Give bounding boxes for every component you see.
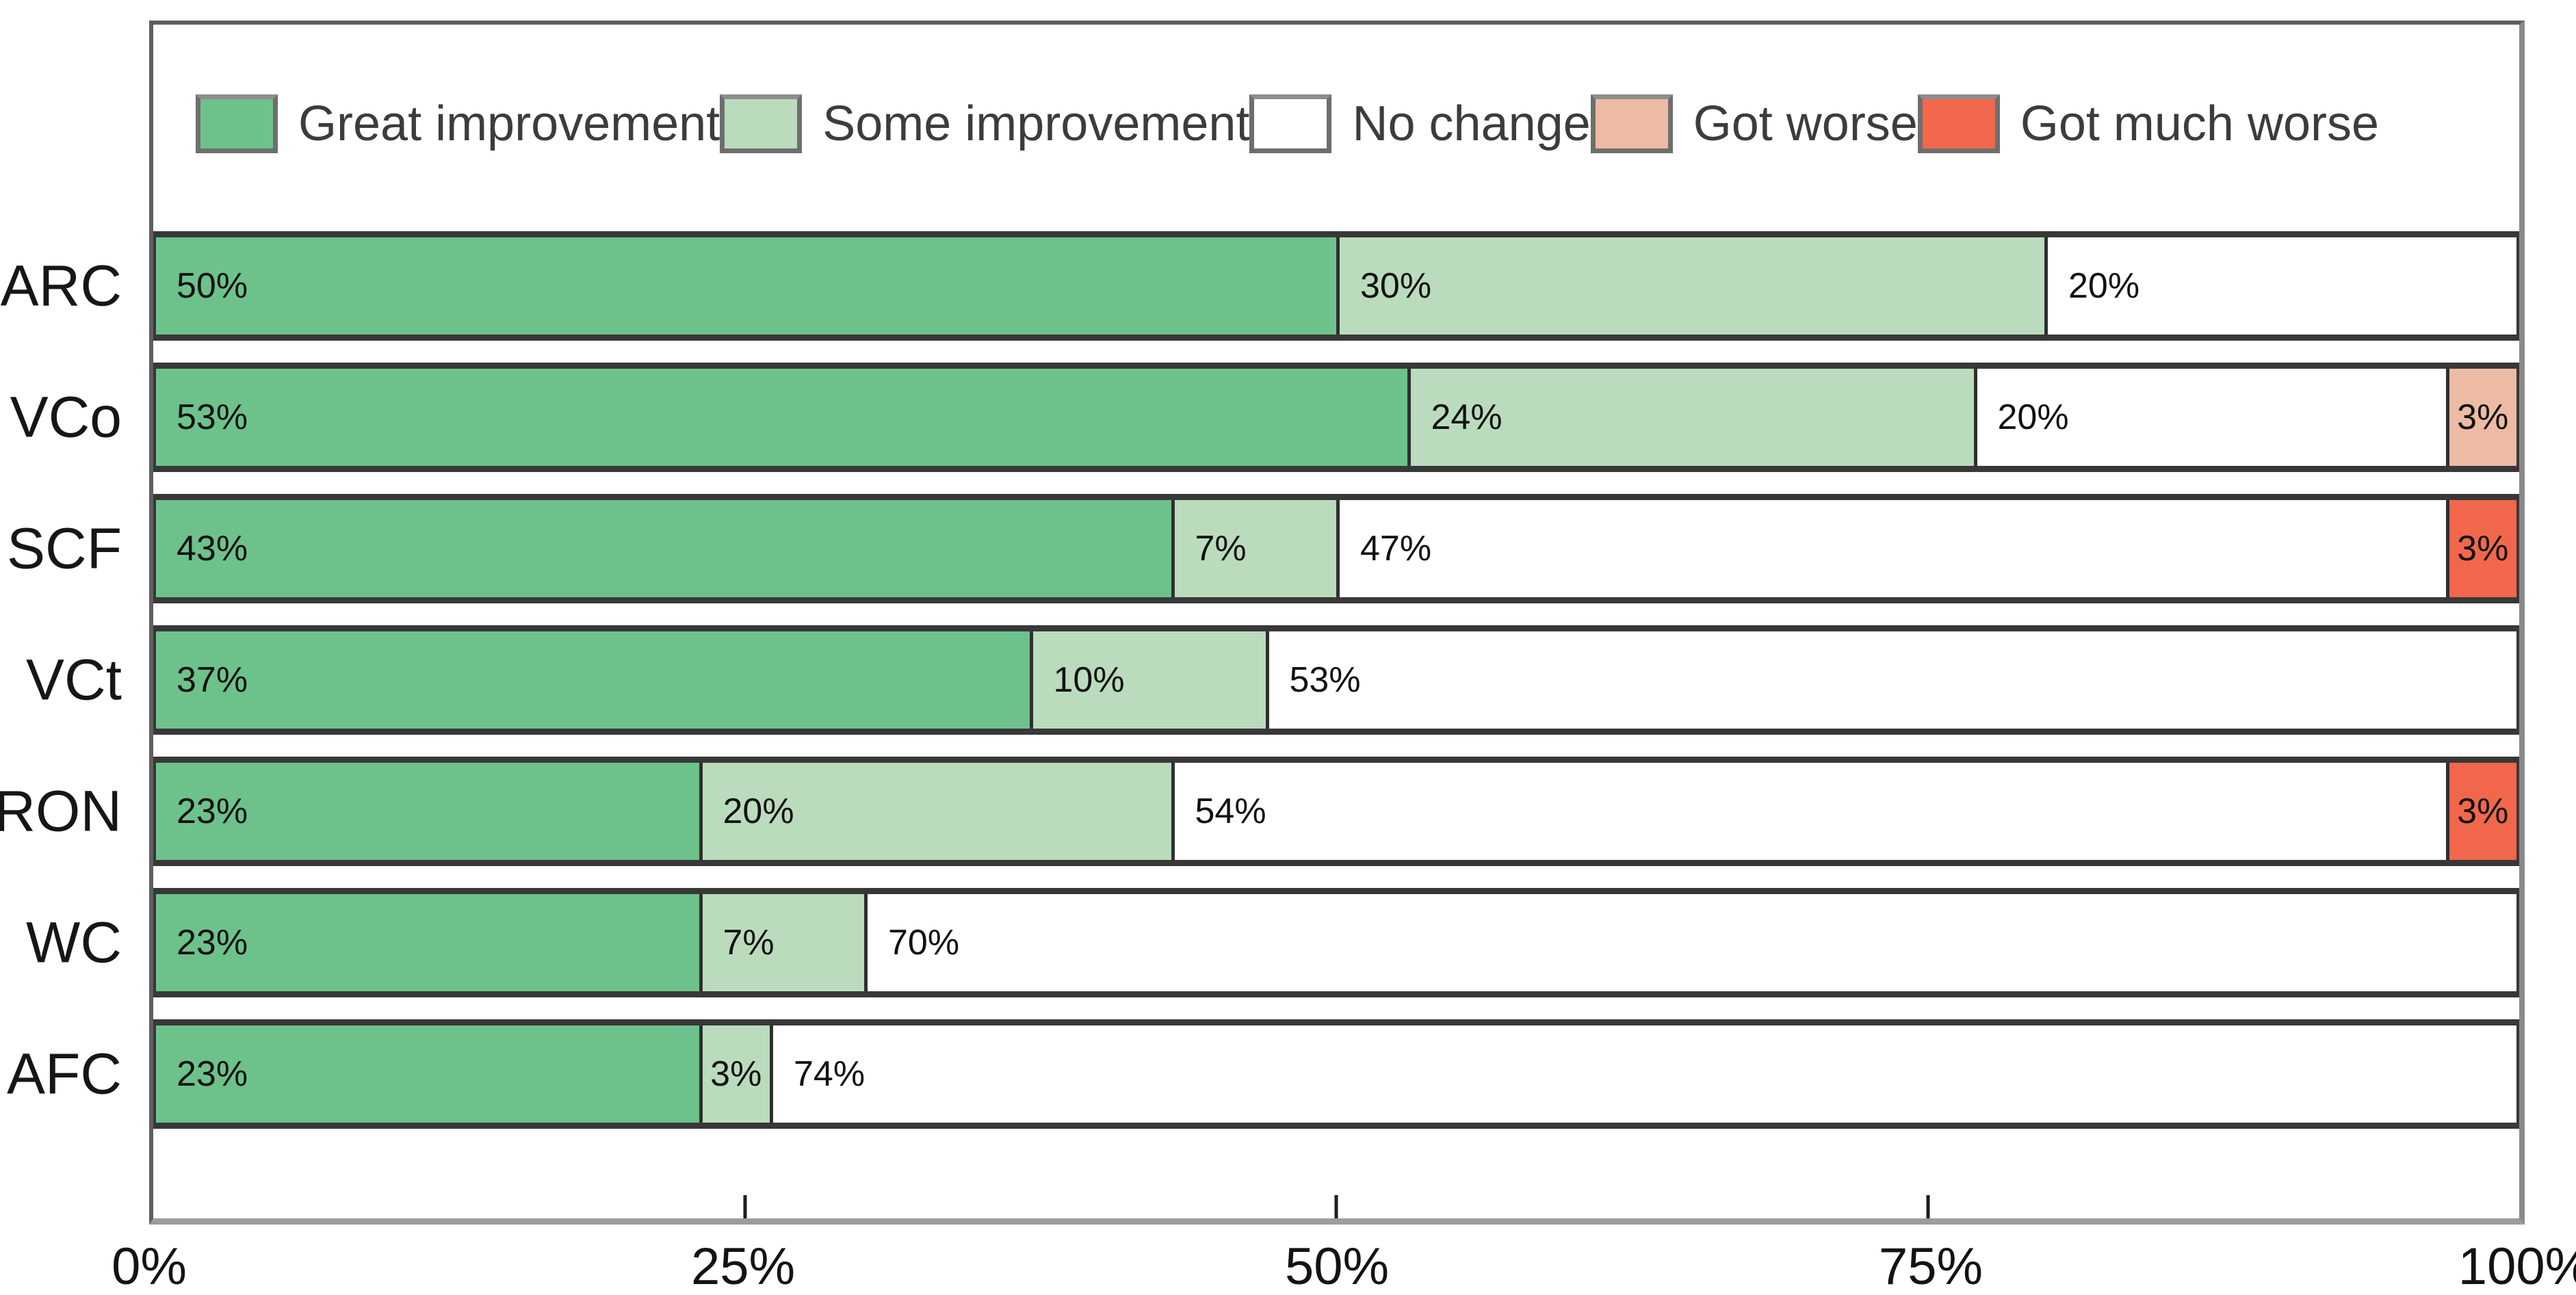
segment-value-label: 7% bbox=[1195, 529, 1247, 568]
y-axis-label-afc: AFC bbox=[7, 1041, 122, 1106]
bar-segment-vco-no-change: 20% bbox=[1973, 369, 2446, 466]
bar-segment-wc-great-improvement: 23% bbox=[156, 894, 699, 991]
legend-swatch-no-change bbox=[1249, 94, 1332, 153]
bar-segment-afc-great-improvement: 23% bbox=[156, 1025, 699, 1123]
legend-label: Great improvement bbox=[298, 96, 720, 151]
stacked-bar-ron: 23% 20% 54% 3% bbox=[153, 757, 2519, 866]
stacked-bar-scf: 43% 7% 47% 3% bbox=[153, 494, 2519, 603]
segment-value-label: 24% bbox=[1431, 397, 1502, 437]
bar-segment-arc-some-improvement: 30% bbox=[1336, 237, 2044, 335]
y-axis-label-arc: ARC bbox=[0, 253, 122, 318]
segment-value-label: 74% bbox=[794, 1054, 866, 1094]
x-axis-tick-50 bbox=[1334, 1195, 1338, 1218]
bar-row-vco: VCo 53% 24% 20% 3% bbox=[10, 363, 2519, 494]
segment-value-label: 3% bbox=[2457, 397, 2509, 437]
segment-value-label: 20% bbox=[2068, 266, 2140, 306]
bar-row-scf: SCF 43% 7% 47% 3% bbox=[7, 494, 2519, 625]
y-axis-label-wc: WC bbox=[26, 910, 122, 975]
bar-row-arc: ARC 50% 30% 20% bbox=[1, 231, 2519, 363]
segment-value-label: 23% bbox=[177, 923, 248, 963]
stacked-bar-vco: 53% 24% 20% 3% bbox=[153, 363, 2519, 472]
x-axis-tick-label-100: 100% bbox=[2458, 1238, 2576, 1295]
x-axis-tick-label-0: 0% bbox=[112, 1238, 187, 1295]
bar-segment-vct-some-improvement: 10% bbox=[1029, 631, 1266, 729]
bar-segment-vco-some-improvement: 24% bbox=[1407, 369, 1974, 466]
stacked-bar-wc: 23% 7% 70% bbox=[153, 888, 2519, 997]
y-axis-label-vco: VCo bbox=[10, 384, 122, 449]
legend-swatch-great-improvement bbox=[196, 94, 278, 153]
legend-label: Some improvement bbox=[822, 96, 1250, 151]
bar-segment-ron-some-improvement: 20% bbox=[699, 763, 1171, 860]
legend-item-got-worse: Got worse bbox=[1590, 94, 1918, 153]
bar-segment-scf-some-improvement: 7% bbox=[1171, 500, 1336, 597]
bar-segment-vco-got-worse: 3% bbox=[2445, 369, 2516, 466]
stacked-bar-arc: 50% 30% 20% bbox=[153, 231, 2519, 341]
segment-value-label: 7% bbox=[723, 923, 775, 963]
bar-segment-scf-great-improvement: 43% bbox=[156, 500, 1171, 597]
segment-value-label: 53% bbox=[177, 397, 248, 437]
bar-segment-ron-got-much-worse: 3% bbox=[2445, 763, 2516, 860]
bar-segment-afc-no-change: 74% bbox=[770, 1025, 2516, 1123]
bar-segment-wc-no-change: 70% bbox=[864, 894, 2516, 991]
bar-segment-ron-great-improvement: 23% bbox=[156, 763, 699, 860]
bar-row-vct: VCt 37% 10% 53% bbox=[26, 625, 2519, 757]
legend-item-no-change: No change bbox=[1249, 94, 1591, 153]
x-axis-tick-label-75: 75% bbox=[1878, 1238, 1983, 1295]
segment-value-label: 53% bbox=[1289, 660, 1361, 700]
x-axis-tick-75 bbox=[1926, 1195, 1929, 1218]
segment-value-label: 43% bbox=[177, 529, 248, 568]
bar-segment-vct-no-change: 53% bbox=[1265, 631, 2516, 729]
segment-value-label: 70% bbox=[888, 923, 960, 963]
y-axis-label-vct: VCt bbox=[25, 647, 122, 712]
bar-segment-vct-great-improvement: 37% bbox=[156, 631, 1030, 729]
bar-segment-afc-some-improvement: 3% bbox=[699, 1025, 770, 1123]
legend-label: Got worse bbox=[1693, 96, 1918, 151]
plot-area: Great improvement Some improvement No chan… bbox=[0, 21, 2525, 1225]
segment-value-label: 37% bbox=[177, 660, 248, 700]
segment-value-label: 10% bbox=[1053, 660, 1125, 700]
bar-segment-scf-got-much-worse: 3% bbox=[2445, 500, 2516, 597]
bar-segment-arc-great-improvement: 50% bbox=[156, 237, 1336, 335]
bar-row-wc: WC 23% 7% 70% bbox=[26, 888, 2519, 1019]
segment-value-label: 54% bbox=[1195, 792, 1266, 831]
bar-segment-ron-no-change: 54% bbox=[1171, 763, 2446, 860]
y-axis-label-scf: SCF bbox=[7, 516, 122, 581]
legend: Great improvement Some improvement No chan… bbox=[153, 25, 2519, 223]
segment-value-label: 20% bbox=[1997, 397, 2069, 437]
segment-value-label: 23% bbox=[177, 792, 248, 831]
bar-row-afc: AFC 23% 3% 74% bbox=[7, 1019, 2519, 1151]
segment-value-label: 23% bbox=[177, 1054, 248, 1094]
segment-value-label: 3% bbox=[2457, 529, 2509, 568]
stacked-bar-vct: 37% 10% 53% bbox=[153, 625, 2519, 735]
segment-value-label: 20% bbox=[723, 792, 794, 831]
stacked-bar-afc: 23% 3% 74% bbox=[153, 1019, 2519, 1129]
x-axis-tick-label-25: 25% bbox=[690, 1238, 796, 1295]
x-axis-tick-label-50: 50% bbox=[1284, 1238, 1390, 1295]
bars-area: ARC 50% 30% 20% VCo 53% 24% 20% 3% SCF 43% 7% 47% 3% V… bbox=[0, 231, 2519, 1151]
y-axis-label-ron: RON bbox=[0, 779, 122, 843]
segment-value-label: 30% bbox=[1360, 266, 1432, 306]
segment-value-label: 3% bbox=[2457, 792, 2509, 831]
bar-segment-scf-no-change: 47% bbox=[1336, 500, 2446, 597]
legend-swatch-got-much-worse bbox=[1917, 94, 2000, 153]
legend-item-some-improvement: Some improvement bbox=[720, 94, 1249, 153]
legend-swatch-some-improvement bbox=[720, 94, 803, 153]
segment-value-label: 47% bbox=[1360, 529, 1432, 568]
x-axis-tick-25 bbox=[743, 1195, 746, 1218]
segment-value-label: 50% bbox=[177, 266, 248, 306]
x-axis-labels: 0% 25% 50% 75% 100% bbox=[112, 1237, 2576, 1295]
legend-swatch-got-worse bbox=[1590, 94, 1673, 153]
legend-item-great-improvement: Great improvement bbox=[196, 94, 720, 153]
legend-label: Got much worse bbox=[2020, 96, 2380, 151]
segment-value-label: 3% bbox=[710, 1054, 762, 1094]
legend-item-got-much-worse: Got much worse bbox=[1917, 94, 2380, 153]
legend-label: No change bbox=[1352, 96, 1591, 151]
bar-segment-vco-great-improvement: 53% bbox=[156, 369, 1407, 466]
bar-segment-wc-some-improvement: 7% bbox=[699, 894, 864, 991]
bar-segment-arc-no-change: 20% bbox=[2044, 237, 2516, 335]
bar-row-ron: RON 23% 20% 54% 3% bbox=[0, 757, 2519, 888]
